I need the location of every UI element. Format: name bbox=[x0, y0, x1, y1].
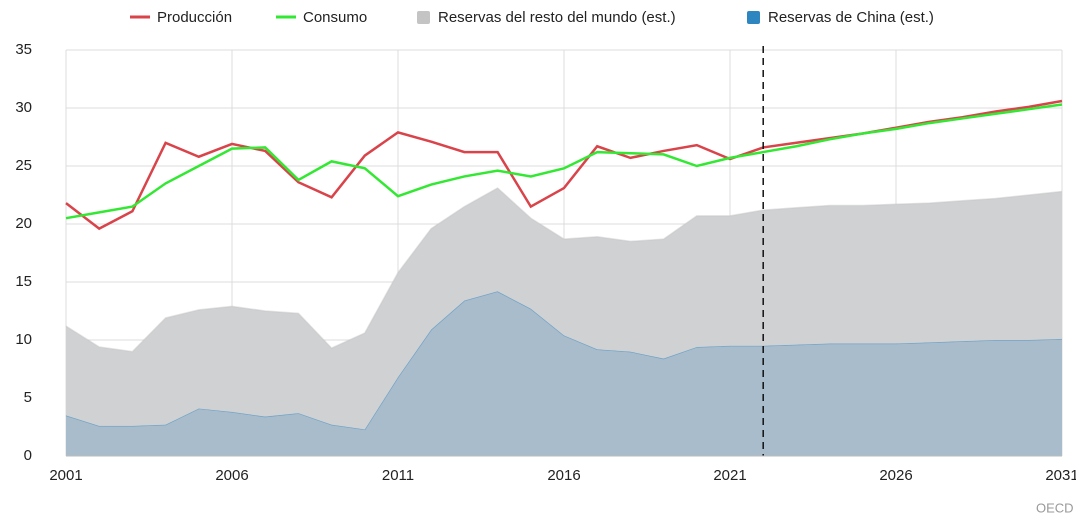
line bbox=[65, 103, 1063, 220]
x-tick-label: 2006 bbox=[215, 467, 248, 484]
x-tick-label: 2021 bbox=[713, 467, 746, 484]
legend-label: Producción bbox=[157, 9, 232, 26]
y-tick-label: 30 bbox=[15, 99, 32, 116]
legend-label: Reservas de China (est.) bbox=[768, 9, 934, 26]
source: OECD bbox=[1036, 500, 1074, 515]
y-tick-label: 15 bbox=[15, 273, 32, 290]
x-tick-label: 2031 bbox=[1045, 467, 1076, 484]
area bbox=[66, 188, 1062, 430]
y-tick-label: 10 bbox=[15, 331, 32, 348]
y-tick-label: 35 bbox=[15, 41, 32, 58]
legend-label: Consumo bbox=[303, 9, 367, 26]
y-tick-label: 20 bbox=[15, 215, 32, 232]
areas bbox=[65, 187, 1063, 456]
y-tick-label: 0 bbox=[24, 447, 32, 464]
area-edge bbox=[65, 187, 1063, 353]
y-tick-label: 5 bbox=[24, 389, 32, 406]
area bbox=[66, 291, 1062, 456]
legend-swatch bbox=[417, 11, 430, 24]
x-tick-label: 2016 bbox=[547, 467, 580, 484]
lines bbox=[65, 99, 1063, 231]
x-tick-label: 2001 bbox=[49, 467, 82, 484]
legend-swatch bbox=[747, 11, 760, 24]
legend-label: Reservas del resto del mundo (est.) bbox=[438, 9, 676, 26]
x-tick-label: 2026 bbox=[879, 467, 912, 484]
y-tick-label: 25 bbox=[15, 157, 32, 174]
x-tick-label: 2011 bbox=[382, 467, 414, 484]
